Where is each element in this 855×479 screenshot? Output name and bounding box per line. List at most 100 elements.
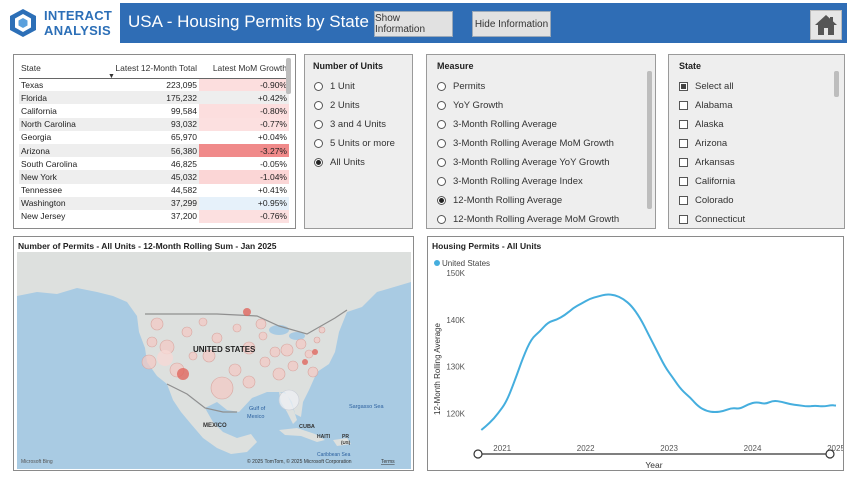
state-option[interactable]: Alabama: [679, 96, 844, 115]
measure-option[interactable]: 3-Month Rolling Average MoM Growth: [437, 134, 655, 153]
radio-icon[interactable]: [314, 139, 323, 148]
radio-selected-icon[interactable]: [437, 196, 446, 205]
measure-scroll-thumb[interactable]: [647, 71, 652, 209]
checkbox-icon[interactable]: [679, 101, 688, 110]
state-table: State Latest 12-Month Total ▼ Latest MoM…: [13, 54, 296, 229]
table-row[interactable]: New York 45,032 -1.04%: [19, 170, 289, 184]
state-option[interactable]: Connecticut: [679, 210, 844, 229]
map-canvas[interactable]: UNITED STATES MEXICO Gulf of Mexico Sarg…: [17, 252, 411, 469]
units-option[interactable]: 5 Units or more: [314, 134, 412, 153]
units-option[interactable]: 3 and 4 Units: [314, 115, 412, 134]
cell-state: California: [21, 105, 57, 116]
col-state[interactable]: State: [19, 58, 107, 79]
line-chart[interactable]: United States 12-Month Rolling Average 1…: [428, 251, 843, 471]
state-scroll-thumb[interactable]: [834, 71, 839, 97]
units-option[interactable]: 1 Unit: [314, 77, 412, 96]
table-row[interactable]: Florida 175,232 +0.42%: [19, 91, 289, 105]
cell-growth: +0.42%: [199, 91, 289, 105]
map-bubble-arizona[interactable]: [177, 368, 189, 380]
table-row[interactable]: New Jersey 37,200 -0.76%: [19, 209, 289, 224]
map-bubble-north[interactable]: [243, 308, 251, 316]
radio-icon[interactable]: [437, 82, 446, 91]
map-bubble-northeast[interactable]: [312, 349, 318, 355]
radio-icon[interactable]: [314, 120, 323, 129]
logo: INTERACT ANALYSIS: [0, 0, 120, 46]
y-tick-label: 120K: [446, 410, 465, 419]
x-tick-label: 2025: [827, 444, 843, 453]
units-slicer: Number of Units 1 Unit 2 Units 3 and 4 Uni…: [304, 54, 413, 229]
cell-state: Florida: [19, 91, 107, 105]
cell-total: 37,200: [171, 211, 197, 222]
units-option[interactable]: All Units: [314, 153, 412, 172]
map-border-us-canada: [145, 309, 348, 335]
measure-scrollbar[interactable]: [647, 71, 653, 211]
checkbox-icon[interactable]: [679, 196, 688, 205]
units-option[interactable]: 2 Units: [314, 96, 412, 115]
radio-icon[interactable]: [437, 139, 446, 148]
col-growth[interactable]: Latest MoM Growth: [199, 58, 289, 79]
measure-option[interactable]: Permits: [437, 77, 655, 96]
state-option[interactable]: Alaska: [679, 115, 844, 134]
series-line-united-states[interactable]: [480, 293, 837, 431]
cell-growth: +0.95%: [199, 196, 289, 210]
table-row[interactable]: South Carolina 46,825 -0.05%: [19, 157, 289, 170]
radio-selected-icon[interactable]: [314, 158, 323, 167]
map-label-gulf-1: Gulf of: [249, 406, 266, 412]
state-option[interactable]: Arkansas: [679, 153, 844, 172]
table-row[interactable]: Texas 223,095 -0.90%: [19, 78, 289, 92]
radio-icon[interactable]: [437, 101, 446, 110]
table-row[interactable]: Georgia 65,970 +0.04%: [19, 131, 289, 144]
map-terms-link[interactable]: Terms: [381, 459, 395, 465]
cell-total: 46,825: [171, 158, 197, 169]
checkbox-icon[interactable]: [679, 139, 688, 148]
home-button[interactable]: [810, 10, 842, 40]
radio-icon[interactable]: [437, 120, 446, 129]
map-bubble-california[interactable]: [157, 350, 173, 366]
col-total[interactable]: Latest 12-Month Total ▼: [107, 58, 199, 80]
table-row[interactable]: California 99,584 -0.80%: [19, 104, 289, 118]
measure-option[interactable]: 3-Month Rolling Average YoY Growth: [437, 153, 655, 172]
show-information-button[interactable]: Show Information: [374, 11, 453, 37]
map-label-sargasso: Sargasso Sea: [349, 404, 384, 410]
radio-icon[interactable]: [314, 101, 323, 110]
measure-option[interactable]: YoY Growth: [437, 96, 655, 115]
measure-option-label: YoY Growth: [453, 100, 504, 111]
hide-information-button[interactable]: Hide Information: [472, 11, 551, 37]
table-row[interactable]: North Carolina 93,032 -0.77%: [19, 117, 289, 131]
checkbox-icon[interactable]: [679, 177, 688, 186]
measure-option[interactable]: 3-Month Rolling Average Index: [437, 172, 655, 191]
measure-option-label: 3-Month Rolling Average Index: [453, 176, 583, 187]
radio-icon[interactable]: [437, 177, 446, 186]
date-slider-handle-end[interactable]: [825, 449, 835, 459]
state-option[interactable]: Colorado: [679, 191, 844, 210]
table-row[interactable]: Arizona 56,380 -3.27%: [19, 143, 289, 158]
cell-state: Washington: [19, 196, 107, 210]
map-bubble-nc[interactable]: [302, 359, 308, 365]
state-option[interactable]: Select all: [679, 77, 844, 96]
map-great-lakes-east: [289, 332, 305, 340]
cell-state: Tennessee: [21, 185, 63, 196]
cell-state: New York: [19, 170, 107, 184]
state-option[interactable]: California: [679, 172, 844, 191]
checkbox-icon[interactable]: [679, 158, 688, 167]
cell-total: 65,970: [171, 132, 197, 143]
radio-icon[interactable]: [437, 215, 446, 224]
table-row[interactable]: Washington 37,299 +0.95%: [19, 196, 289, 210]
table-scrollbar[interactable]: [286, 58, 292, 226]
radio-icon[interactable]: [437, 158, 446, 167]
measure-option[interactable]: 3-Month Rolling Average: [437, 115, 655, 134]
date-slider-handle-start[interactable]: [473, 449, 483, 459]
table-scroll-thumb[interactable]: [286, 58, 291, 94]
y-axis-label: 12-Month Rolling Average: [433, 323, 442, 415]
state-option[interactable]: Arizona: [679, 134, 844, 153]
measure-option[interactable]: 12-Month Rolling Average MoM Growth: [437, 210, 655, 229]
checkbox-icon[interactable]: [679, 82, 688, 91]
checkbox-icon[interactable]: [679, 120, 688, 129]
measure-option-label: 3-Month Rolling Average: [453, 119, 557, 130]
checkbox-icon[interactable]: [679, 215, 688, 224]
state-scrollbar[interactable]: [834, 71, 840, 221]
measure-option[interactable]: 12-Month Rolling Average: [437, 191, 655, 210]
table-row[interactable]: Tennessee 44,582 +0.41%: [19, 184, 289, 197]
radio-icon[interactable]: [314, 82, 323, 91]
cell-state: Georgia: [21, 132, 52, 143]
